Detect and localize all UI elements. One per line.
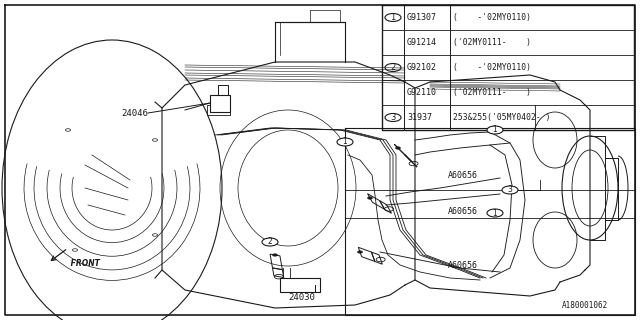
Text: A180001062: A180001062 bbox=[562, 300, 608, 309]
Text: G92102: G92102 bbox=[407, 63, 437, 72]
Text: 1: 1 bbox=[342, 138, 348, 147]
Text: FRONT: FRONT bbox=[68, 259, 100, 268]
Text: 24046: 24046 bbox=[121, 108, 148, 117]
Text: 3: 3 bbox=[508, 186, 513, 195]
Text: ('02MY0111-    ): ('02MY0111- ) bbox=[453, 88, 531, 97]
Text: 1: 1 bbox=[390, 13, 396, 22]
Text: G92110: G92110 bbox=[407, 88, 437, 97]
Circle shape bbox=[337, 138, 353, 146]
Circle shape bbox=[385, 13, 401, 21]
Text: A60656: A60656 bbox=[448, 260, 478, 269]
Text: 2: 2 bbox=[268, 237, 273, 246]
Text: (    -'02MY0110): ( -'02MY0110) bbox=[453, 13, 531, 22]
Text: (    -'02MY0110): ( -'02MY0110) bbox=[453, 63, 531, 72]
Text: 2: 2 bbox=[390, 63, 396, 72]
Text: A60656: A60656 bbox=[448, 207, 478, 217]
Text: 1: 1 bbox=[493, 125, 497, 134]
Circle shape bbox=[357, 251, 362, 253]
Text: G91307: G91307 bbox=[407, 13, 437, 22]
Text: 31937: 31937 bbox=[407, 113, 432, 122]
Circle shape bbox=[502, 186, 518, 194]
Circle shape bbox=[487, 126, 503, 134]
Text: G91214: G91214 bbox=[407, 38, 437, 47]
Circle shape bbox=[487, 209, 503, 217]
Text: 3: 3 bbox=[390, 113, 396, 122]
Text: A60656: A60656 bbox=[448, 171, 478, 180]
Circle shape bbox=[273, 254, 278, 256]
Text: ('02MY0111-    ): ('02MY0111- ) bbox=[453, 38, 531, 47]
Text: 24030: 24030 bbox=[288, 292, 315, 301]
Text: 1: 1 bbox=[493, 209, 497, 218]
Text: 253&255('05MY0402- ): 253&255('05MY0402- ) bbox=[453, 113, 550, 122]
Circle shape bbox=[385, 114, 401, 122]
Circle shape bbox=[367, 197, 372, 199]
Circle shape bbox=[262, 238, 278, 246]
Circle shape bbox=[385, 63, 401, 71]
Circle shape bbox=[396, 147, 401, 149]
